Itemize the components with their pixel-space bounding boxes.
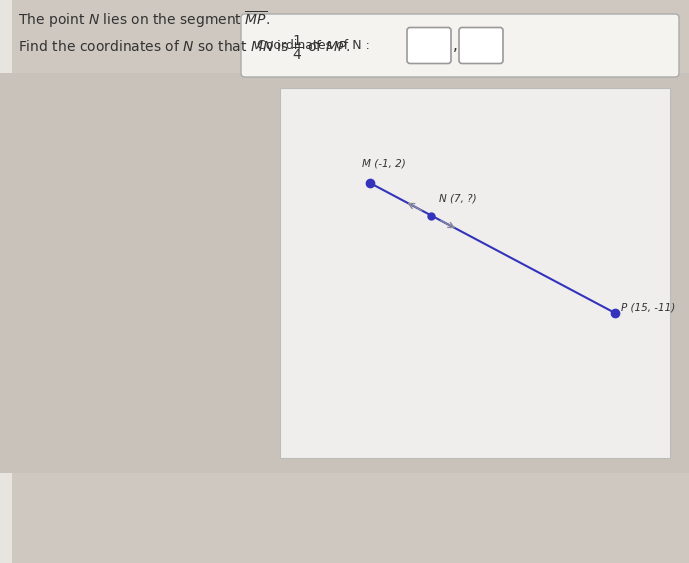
FancyBboxPatch shape [0,73,689,473]
FancyBboxPatch shape [407,28,451,64]
FancyBboxPatch shape [0,0,12,563]
Text: N (7, ?): N (7, ?) [440,194,477,203]
FancyBboxPatch shape [280,88,670,458]
Text: Find the coordinates of $N$ so that $MN$ is $\dfrac{1}{4}$ of $MP$.: Find the coordinates of $N$ so that $MN$… [18,34,351,62]
Text: Coordinates of N :: Coordinates of N : [257,39,370,52]
FancyBboxPatch shape [241,14,679,77]
Text: ,: , [453,38,457,53]
FancyBboxPatch shape [459,28,503,64]
Text: M (-1, 2): M (-1, 2) [362,159,406,169]
Text: P (15, -11): P (15, -11) [621,303,675,313]
Text: The point $N$ lies on the segment $\overline{MP}$.: The point $N$ lies on the segment $\over… [18,10,270,30]
